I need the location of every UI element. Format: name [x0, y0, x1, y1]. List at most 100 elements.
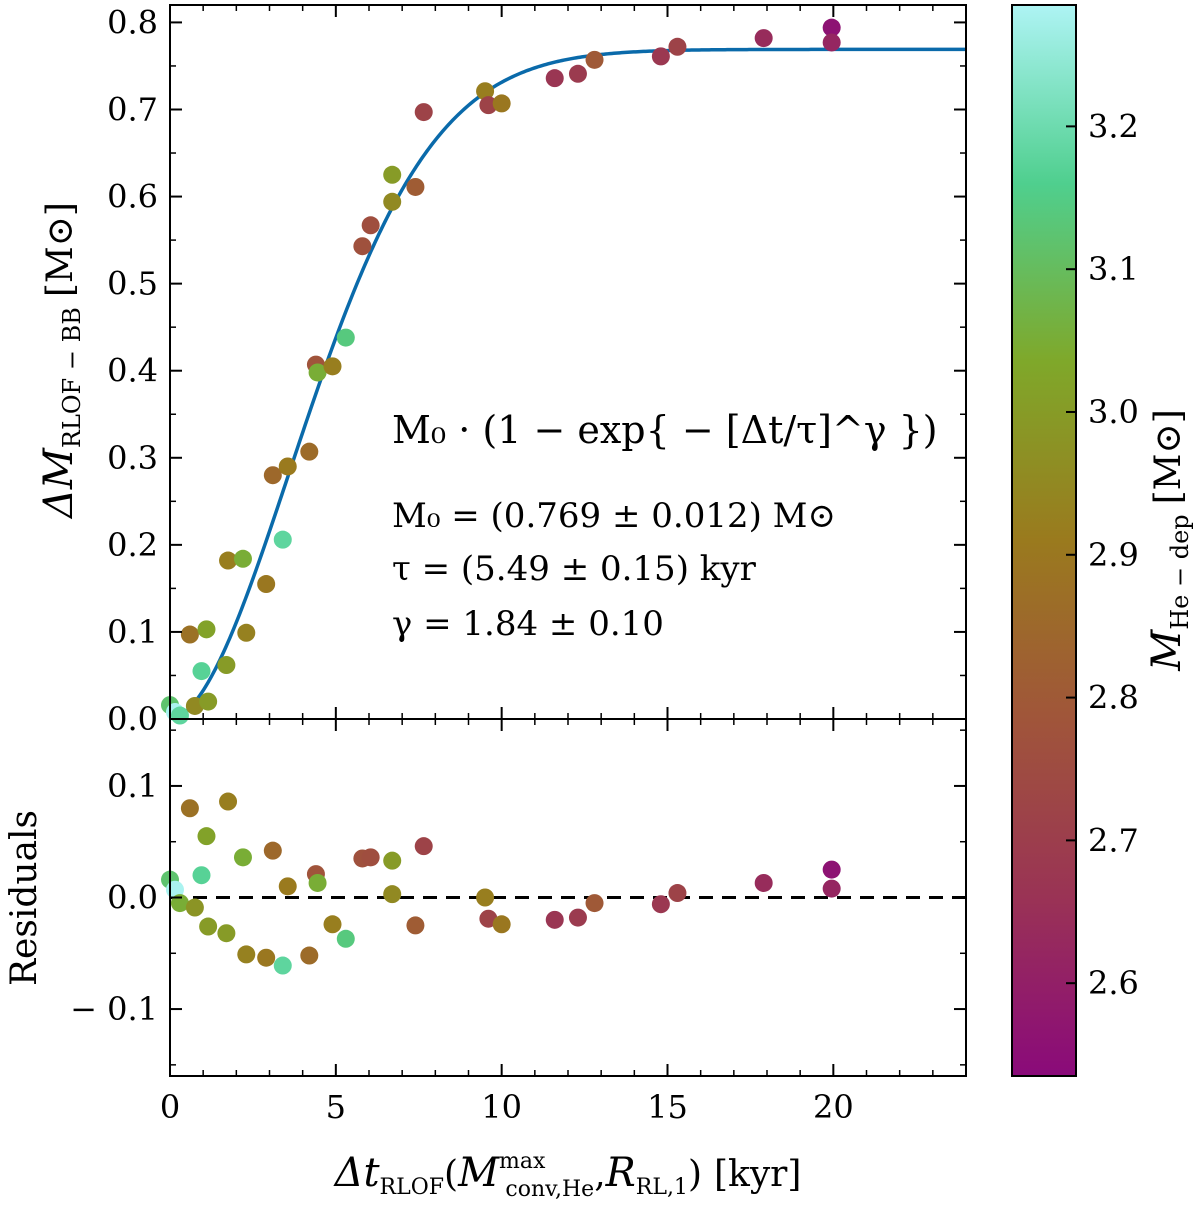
top-data-point	[361, 216, 380, 235]
top-data-point	[822, 33, 841, 52]
top-ylabel-sub: RLOF − BB	[58, 307, 86, 448]
residual-data-point	[822, 860, 841, 879]
residual-data-point	[197, 827, 216, 846]
top-data-point	[822, 18, 841, 37]
bottom-xtick-label: 10	[481, 1088, 522, 1126]
colorbar-label-unit: [M⊙]	[1148, 409, 1189, 504]
residual-data-point	[822, 879, 841, 898]
top-ytick-label: 0.4	[107, 352, 158, 390]
xlabel-comma: ,	[594, 1154, 605, 1195]
bottom-ytick-label: 0.0	[107, 879, 158, 917]
colorbar-tick-label: 3.1	[1088, 250, 1139, 288]
top-data-point	[192, 662, 211, 681]
colorbar-tick-label: 2.9	[1088, 536, 1139, 574]
residual-data-point	[545, 910, 564, 929]
xlabel-open: (	[444, 1154, 458, 1195]
colorbar-tick-label: 2.8	[1088, 679, 1139, 717]
colorbar-tick-label: 2.6	[1088, 964, 1139, 1002]
residual-data-point	[233, 848, 252, 867]
residual-data-point	[180, 799, 199, 818]
top-data-point	[568, 64, 587, 83]
residual-data-point	[278, 877, 297, 896]
residual-data-point	[199, 917, 218, 936]
residual-data-point	[170, 894, 189, 913]
colorbar-tick-label: 3.0	[1088, 393, 1139, 431]
xlabel-m: M	[457, 1150, 500, 1196]
xlabel-sub-rl: RL,1	[636, 1175, 688, 1200]
residual-data-point	[237, 945, 256, 964]
top-data-point	[219, 551, 238, 570]
top-ytick-label: 0.7	[107, 90, 158, 128]
colorbar-tick-label: 2.7	[1088, 821, 1139, 859]
top-data-point	[383, 165, 402, 184]
top-data-point	[199, 692, 218, 711]
bottom-xtick-label: 5	[326, 1088, 346, 1126]
fit-tau: τ = (5.49 ± 0.15) kyr	[392, 549, 757, 589]
top-data-point	[336, 328, 355, 347]
bottom-xlabel: ΔtRLOF(Mmax conv,He,RRL,1) [kyr]	[333, 1149, 802, 1202]
top-ytick-label: 0.8	[107, 3, 158, 41]
residual-data-point	[568, 908, 587, 927]
top-data-point	[406, 177, 425, 196]
residual-data-point	[273, 956, 292, 975]
residual-data-point	[651, 895, 670, 914]
residual-data-point	[585, 894, 604, 913]
top-data-point	[585, 50, 604, 69]
top-panel: 0.0 0.1 0.2 0.3 0.4 0.5 0.6 0.7 0.8 ΔMRLOF − BB […	[36, 3, 967, 738]
top-ytick-label: 0.5	[107, 265, 158, 303]
bottom-ytick-label: − 0.1	[70, 990, 158, 1028]
top-ytick-label: 0.1	[107, 613, 158, 651]
residual-data-point	[257, 948, 276, 967]
residual-data-point	[383, 885, 402, 904]
top-data-point	[237, 623, 256, 642]
top-data-point	[383, 192, 402, 211]
xlabel-close: )	[688, 1154, 702, 1195]
top-data-point	[323, 357, 342, 376]
bottom-ytick-label: 0.1	[107, 767, 158, 805]
top-data-point	[300, 442, 319, 461]
xlabel-dt: Δt	[333, 1150, 381, 1196]
residual-data-point	[668, 884, 687, 903]
bottom-xtick-label: 20	[813, 1088, 854, 1126]
residual-data-point	[323, 915, 342, 934]
top-data-point	[273, 530, 292, 549]
residual-data-point	[754, 873, 773, 892]
residual-data-point	[308, 873, 327, 892]
residual-data-point	[492, 915, 511, 934]
top-data-point	[217, 656, 236, 675]
bottom-ylabel: Residuals	[4, 810, 45, 986]
residual-data-point	[361, 848, 380, 867]
bottom-xtick-label: 15	[647, 1088, 688, 1126]
residual-data-point	[336, 929, 355, 948]
residual-data-point	[300, 946, 319, 965]
top-data-point	[233, 549, 252, 568]
bottom-xtick-label: 0	[160, 1088, 180, 1126]
bottom-axes-frame	[169, 718, 967, 1077]
residual-data-point	[476, 888, 495, 907]
top-data-point	[476, 82, 495, 101]
residual-data-point	[383, 851, 402, 870]
top-data-point	[479, 96, 498, 115]
xlabel-r: R	[605, 1150, 636, 1196]
top-data-point	[197, 620, 216, 639]
top-data-point	[180, 625, 199, 644]
top-data-point	[545, 69, 564, 88]
top-ytick-label: 0.0	[107, 700, 158, 738]
colorbar-label-main: M	[1144, 629, 1190, 672]
top-ytick-label: 0.2	[107, 526, 158, 564]
residual-data-point	[185, 898, 204, 917]
top-data-point	[414, 103, 433, 122]
top-data-point	[263, 466, 282, 485]
top-ylabel-unit: [M⊙]	[40, 202, 81, 297]
top-data-point	[754, 29, 773, 48]
residual-data-point	[263, 841, 282, 860]
top-data-point	[308, 363, 327, 382]
residual-data-point	[192, 866, 211, 885]
colorbar-label-sub: He − dep	[1166, 514, 1194, 629]
colorbar-body	[1011, 4, 1077, 1077]
top-data-point	[257, 575, 276, 594]
colorbar-tick-label: 3.2	[1088, 107, 1139, 145]
top-data-point	[353, 237, 372, 256]
top-data-point	[668, 37, 687, 56]
